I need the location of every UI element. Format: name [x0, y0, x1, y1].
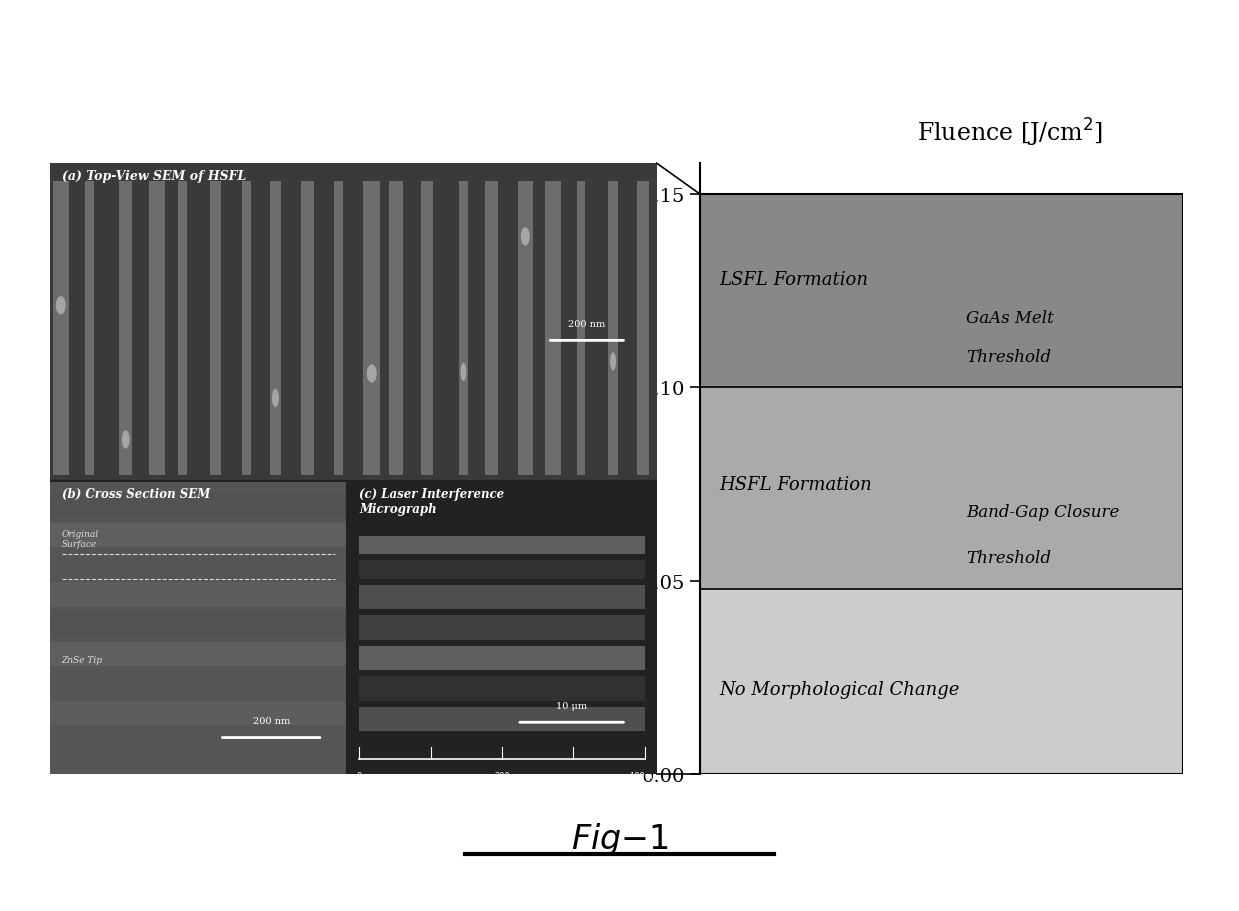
- Bar: [50, 164, 657, 481]
- Text: HSFL Formation: HSFL Formation: [720, 476, 872, 494]
- Text: (b) Cross Section SEM: (b) Cross Section SEM: [62, 487, 209, 500]
- Bar: [150, 182, 165, 476]
- Bar: [50, 481, 347, 774]
- Bar: [52, 182, 69, 476]
- Bar: [50, 671, 347, 696]
- Text: LSFL Formation: LSFL Formation: [720, 271, 869, 289]
- Bar: [347, 481, 657, 774]
- Bar: [545, 182, 561, 476]
- Bar: [359, 561, 644, 579]
- Bar: [363, 182, 380, 476]
- Bar: [209, 182, 221, 476]
- Text: 200 nm: 200 nm: [253, 717, 290, 725]
- Text: 200 nm: 200 nm: [569, 320, 606, 329]
- Text: GaAs Melt: GaAs Melt: [966, 310, 1053, 327]
- Text: (a) Top-View SEM of HSFL: (a) Top-View SEM of HSFL: [62, 170, 247, 183]
- Bar: [359, 707, 644, 732]
- Bar: [177, 182, 187, 476]
- Bar: [50, 523, 347, 548]
- Bar: [359, 616, 644, 640]
- Text: ZnSe Tip: ZnSe Tip: [62, 656, 103, 664]
- Bar: [270, 182, 281, 476]
- Bar: [421, 182, 434, 476]
- Bar: [608, 182, 618, 476]
- Text: $\mathit{Fig}$$\mathit{-1}$: $\mathit{Fig}$$\mathit{-1}$: [571, 820, 668, 856]
- Ellipse shape: [121, 431, 130, 449]
- Bar: [50, 582, 347, 607]
- Bar: [577, 182, 585, 476]
- Bar: [359, 537, 644, 555]
- Text: (c) Laser Interference
Micrograph: (c) Laser Interference Micrograph: [359, 487, 504, 516]
- Bar: [484, 182, 498, 476]
- Ellipse shape: [367, 365, 377, 384]
- Bar: [50, 642, 347, 666]
- Text: No Morphological Change: No Morphological Change: [720, 681, 960, 699]
- Bar: [359, 585, 644, 609]
- Bar: [637, 182, 649, 476]
- Bar: [301, 182, 313, 476]
- Bar: [243, 182, 250, 476]
- Text: 200: 200: [494, 772, 509, 781]
- Text: Original
Surface: Original Surface: [62, 529, 99, 548]
- Bar: [50, 553, 347, 578]
- Bar: [85, 182, 94, 476]
- Bar: [518, 182, 533, 476]
- Text: 0: 0: [357, 772, 362, 781]
- Bar: [335, 182, 343, 476]
- Bar: [700, 589, 1183, 774]
- Ellipse shape: [610, 353, 616, 371]
- Bar: [50, 612, 347, 637]
- Ellipse shape: [520, 228, 530, 246]
- Text: 400 nm: 400 nm: [628, 772, 660, 781]
- Ellipse shape: [461, 363, 466, 382]
- Text: Threshold: Threshold: [966, 549, 1051, 567]
- Bar: [119, 182, 133, 476]
- Ellipse shape: [271, 389, 279, 407]
- Bar: [389, 182, 403, 476]
- Bar: [700, 388, 1183, 589]
- Bar: [458, 182, 468, 476]
- Bar: [700, 195, 1183, 388]
- Bar: [359, 677, 644, 701]
- Text: Threshold: Threshold: [966, 349, 1051, 365]
- Ellipse shape: [56, 297, 66, 315]
- Bar: [359, 646, 644, 670]
- Text: Band-Gap Closure: Band-Gap Closure: [966, 503, 1119, 520]
- Bar: [50, 494, 347, 518]
- Text: Fluence [J/cm$^2$]: Fluence [J/cm$^2$]: [917, 117, 1104, 148]
- Bar: [50, 701, 347, 725]
- Text: 10 μm: 10 μm: [556, 701, 587, 711]
